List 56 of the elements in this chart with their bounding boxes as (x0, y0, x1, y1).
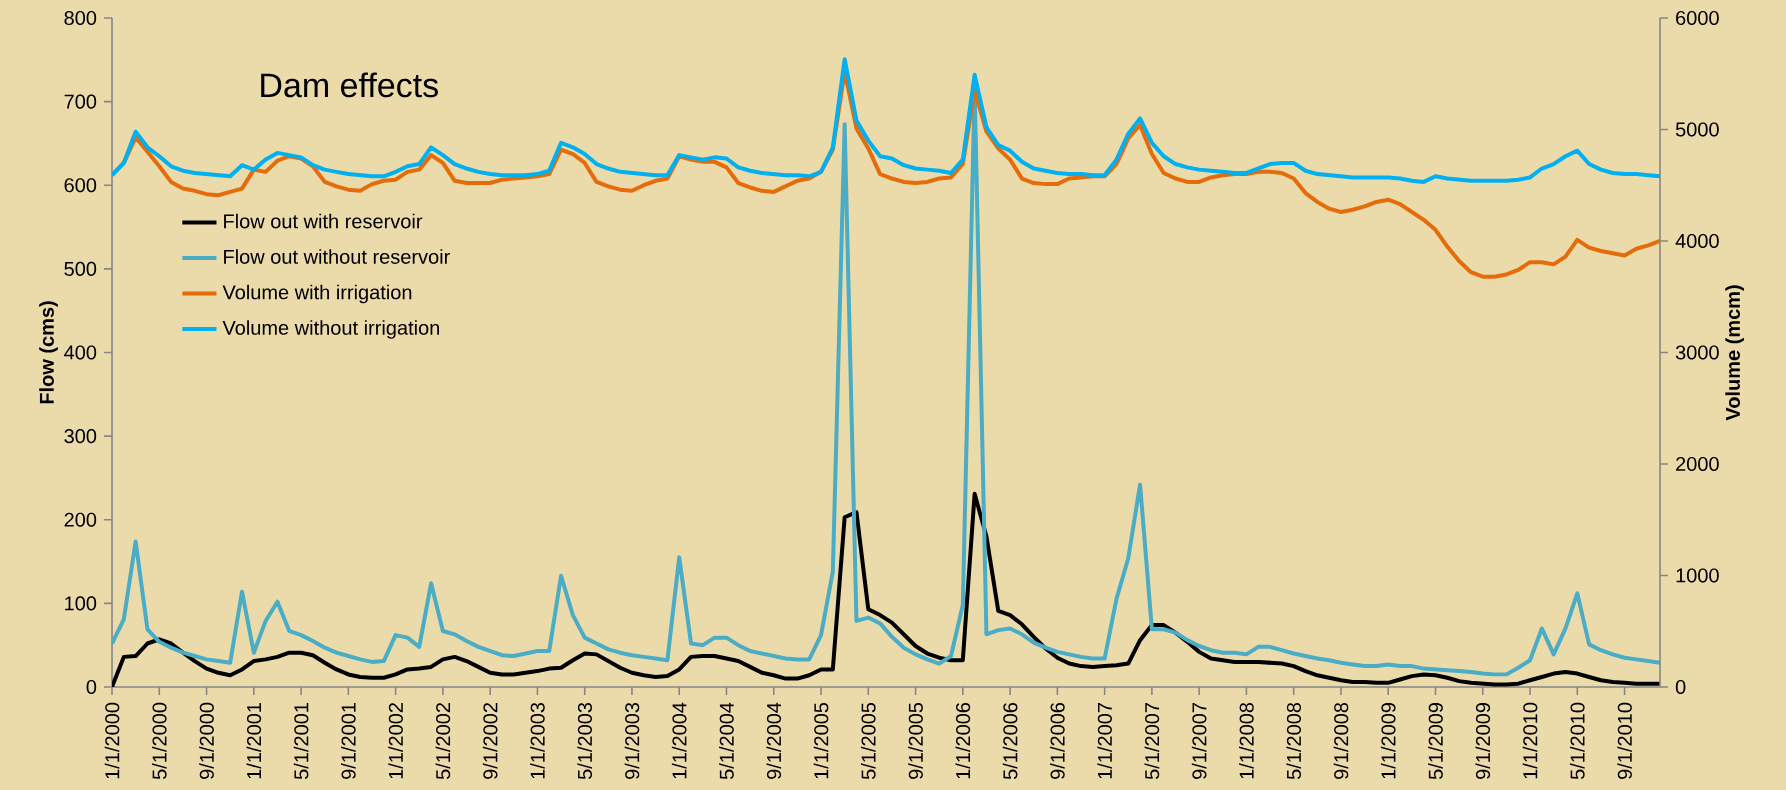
x-tick-label: 1/1/2003 (530, 702, 545, 779)
y2-tick-label: 0 (1675, 679, 1686, 695)
y-tick-label: 400 (64, 345, 97, 360)
x-tick-label: 9/1/2001 (341, 703, 356, 779)
y2-tick-label: 5000 (1675, 122, 1719, 137)
legend-label: Volume without irrigation (222, 320, 439, 339)
x-tick-label: 9/1/2003 (624, 702, 640, 779)
x-tick-label: 5/1/2007 (1144, 703, 1160, 780)
legend-label: Flow out without reservoir (224, 249, 450, 264)
x-tick-label: 5/1/2004 (719, 702, 734, 780)
x-tick-label: 5/1/2010 (1569, 702, 1585, 780)
y-tick-label: 800 (64, 10, 97, 26)
y-tick-label: 100 (65, 596, 97, 611)
y-tick-label: 700 (64, 94, 97, 109)
y-tick-label: 500 (64, 261, 97, 276)
y2-axis-title: Volume (mcm) (1725, 285, 1744, 421)
x-tick-label: 5/1/2001 (293, 703, 309, 780)
x-tick-label: 5/1/2002 (435, 703, 451, 780)
x-tick-label: 1/1/2010 (1522, 702, 1538, 779)
y2-tick-label: 2000 (1676, 456, 1719, 472)
x-tick-label: 9/1/2005 (908, 702, 923, 779)
x-tick-label: 9/1/2006 (1050, 702, 1065, 779)
x-tick-label: 1/1/2007 (1097, 703, 1112, 779)
x-tick-label: 9/1/2009 (1475, 702, 1491, 779)
y-tick-label: 200 (64, 512, 97, 527)
x-tick-label: 5/1/2008 (1286, 702, 1302, 780)
x-tick-label: 1/1/2000 (104, 702, 120, 779)
y2-tick-label: 6000 (1676, 10, 1719, 26)
y-tick-label: 600 (64, 178, 97, 193)
x-tick-label: 9/1/2004 (766, 702, 782, 779)
x-tick-label: 1/1/2006 (955, 702, 971, 779)
x-tick-label: 1/1/2004 (671, 702, 687, 779)
legend-label: Volume with irrigation (222, 284, 412, 304)
legend-label: Flow out with reservoir (224, 213, 423, 229)
x-tick-label: 5/1/2006 (1002, 702, 1018, 780)
x-tick-label: 5/1/2009 (1428, 702, 1443, 780)
x-tick-label: 5/1/2005 (860, 702, 876, 780)
x-tick-label: 5/1/2003 (577, 702, 593, 780)
x-tick-label: 9/1/2010 (1617, 702, 1632, 779)
x-tick-label: 9/1/2008 (1333, 702, 1349, 779)
text: Dam effects (261, 72, 438, 98)
x-tick-label: 9/1/2002 (482, 703, 498, 779)
x-tick-label: 9/1/2000 (199, 702, 214, 779)
y-tick-label: 0 (86, 679, 97, 695)
x-tick-label: 9/1/2007 (1191, 703, 1207, 779)
x-tick-label: 1/1/2008 (1239, 702, 1254, 779)
x-tick-label: 1/1/2009 (1380, 702, 1396, 779)
y2-tick-label: 3000 (1675, 345, 1719, 360)
y-axis-title: Flow (cms) (39, 301, 58, 404)
y2-tick-label: 4000 (1675, 233, 1719, 249)
x-tick-label: 1/1/2005 (813, 702, 829, 779)
y-tick-label: 300 (64, 429, 97, 444)
y2-tick-label: 1000 (1676, 568, 1719, 583)
x-tick-label: 1/1/2001 (246, 703, 262, 779)
x-tick-label: 5/1/2000 (151, 702, 167, 780)
x-tick-label: 1/1/2002 (388, 703, 403, 779)
